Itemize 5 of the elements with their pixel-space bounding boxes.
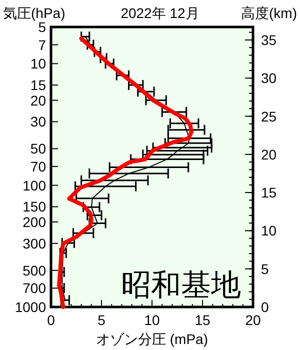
- annotation: 昭和基地: [121, 269, 241, 302]
- ylabel: 気圧(hPa): [3, 5, 66, 21]
- y2label: 高度(km): [241, 5, 297, 21]
- xlabel: オゾン分圧 (mPa): [96, 331, 208, 347]
- title: 2022年 12月: [120, 5, 200, 21]
